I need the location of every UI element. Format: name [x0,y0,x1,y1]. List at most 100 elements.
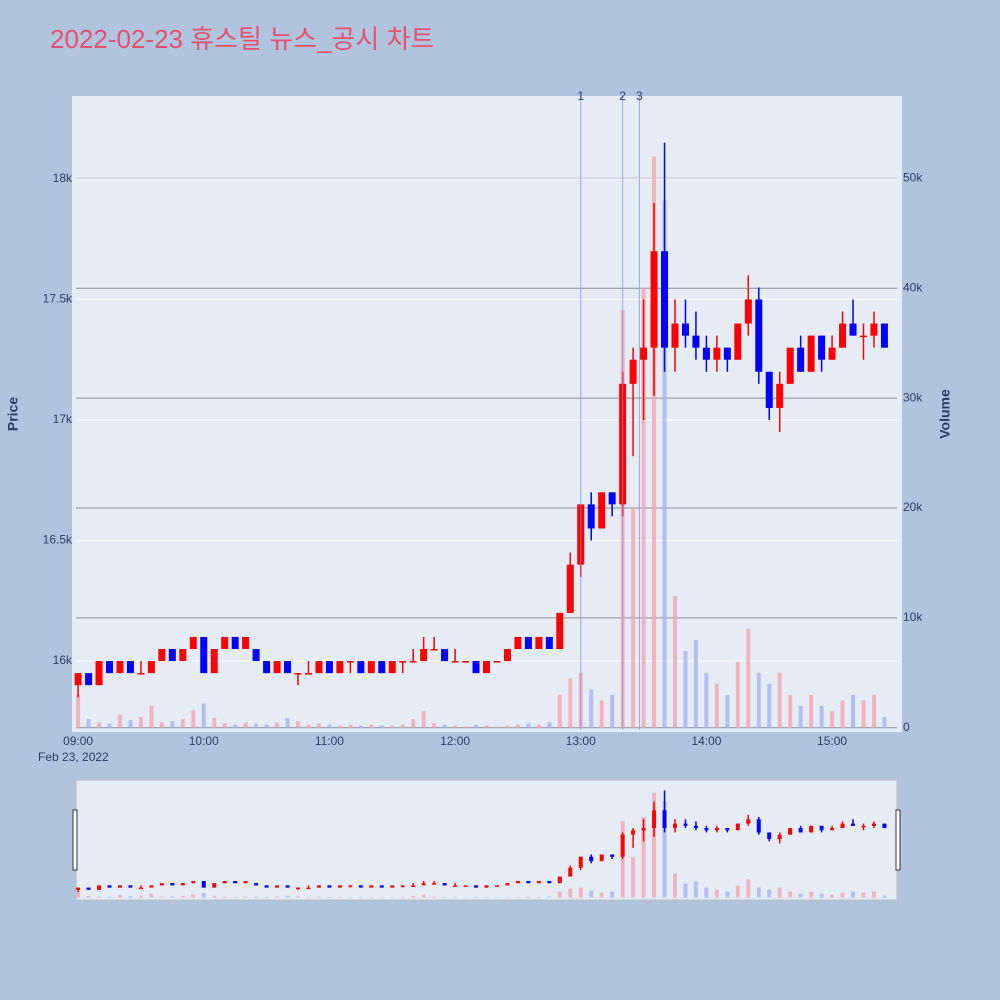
slider-handle[interactable] [895,809,901,871]
mini-volume-bar [316,896,321,898]
range-slider[interactable] [75,779,898,901]
x-tick-label: 10:00 [189,734,219,748]
mini-candle-body [756,819,761,833]
candle-body [179,649,187,662]
volume-bar [568,678,573,728]
candle-body [880,323,888,348]
y-tick-label: 17k [53,412,73,426]
mini-volume-bar [767,889,772,898]
mini-candle-body [819,825,824,831]
volume-bar [704,672,709,728]
volume-bar [788,694,793,728]
mini-volume-bar [264,896,269,898]
mini-candle-body [327,885,332,888]
mini-volume-bar [714,889,719,898]
mini-candle-body [704,828,709,831]
volume-bar [86,719,91,728]
volume-bar [400,724,405,728]
volume-bar [589,689,594,728]
mini-volume-bar [578,887,583,898]
mini-volume-bar [285,895,290,898]
candle-body [106,661,114,674]
mini-volume-bar [756,887,761,898]
candle-body [828,347,836,360]
candle-body [545,636,553,650]
candle-body [430,649,438,651]
mini-volume-bar [851,891,856,898]
mini-candle-body [641,828,646,831]
mini-volume-bar [620,821,625,898]
mini-volume-bar [432,896,437,898]
mini-volume-bar [830,894,835,898]
mini-volume-bar [819,893,824,898]
mini-candle-body [536,880,541,884]
mini-candle-body [505,883,510,886]
mini-candle-body [432,883,437,885]
mini-volume-bar [610,891,615,898]
volume-bar [809,694,814,728]
slider-handle[interactable] [72,809,78,871]
mini-candle-body [97,885,102,890]
candle-body [556,612,564,650]
volume-bar [777,672,782,728]
volume-bar [683,650,688,728]
volume-bar [369,724,374,728]
mini-candle-body [725,828,730,831]
volume-bar [714,683,719,728]
mini-volume-bar [97,896,102,898]
volume-bar [97,722,102,728]
mini-volume-bar [725,891,730,898]
mini-candle-body [180,883,185,886]
mini-candle-body [411,885,416,887]
mini-candle-body [809,825,814,833]
candle-body [493,661,501,663]
x-tick-label: 13:00 [566,734,596,748]
y-tick-label: 16.5k [43,533,73,547]
mini-volume-bar [515,896,520,898]
mini-volume-bar [547,896,552,898]
mini-volume-bar [76,891,81,898]
candle-body [535,636,543,650]
mini-candle-body [285,885,290,888]
mini-volume-bar [631,857,636,898]
mini-volume-bar [149,893,154,898]
candle-body [859,335,867,338]
candle-body [315,661,323,674]
volume-bar [275,722,280,728]
mini-candle-body [442,883,447,886]
volume-bar [327,724,332,728]
mini-volume-bar [296,896,301,898]
mini-candle-body [86,887,91,890]
volume-bar [631,508,636,728]
candle-body [839,323,847,348]
candle-body [388,661,396,674]
mini-candle-body [526,880,531,884]
x-date-label: Feb 23, 2022 [38,750,109,764]
volume-bar [526,723,531,728]
candle-body [168,649,176,662]
volume-bar [610,694,615,728]
mini-volume-bar [306,896,311,898]
mini-volume-bar [568,888,573,898]
candle-body [702,347,710,360]
mini-candle-body [138,887,143,890]
volume-bar [421,711,426,728]
x-tick-label: 14:00 [691,734,721,748]
volume-bar [233,724,238,728]
volume-bar [337,725,342,728]
mini-volume-bar [557,891,562,898]
volume-bar [557,694,562,728]
mini-candle-body [453,885,458,887]
candle-body [210,649,218,674]
volume-bar [830,711,835,728]
candle-body [367,661,375,674]
candle-body [755,299,763,372]
news-label: 1 [577,89,584,103]
volume-bar [840,700,845,728]
candle-body [608,492,616,505]
mini-volume-bar [159,896,164,898]
volume-bar [474,724,479,728]
mini-candle-body [484,885,489,888]
candle-body [409,661,417,663]
